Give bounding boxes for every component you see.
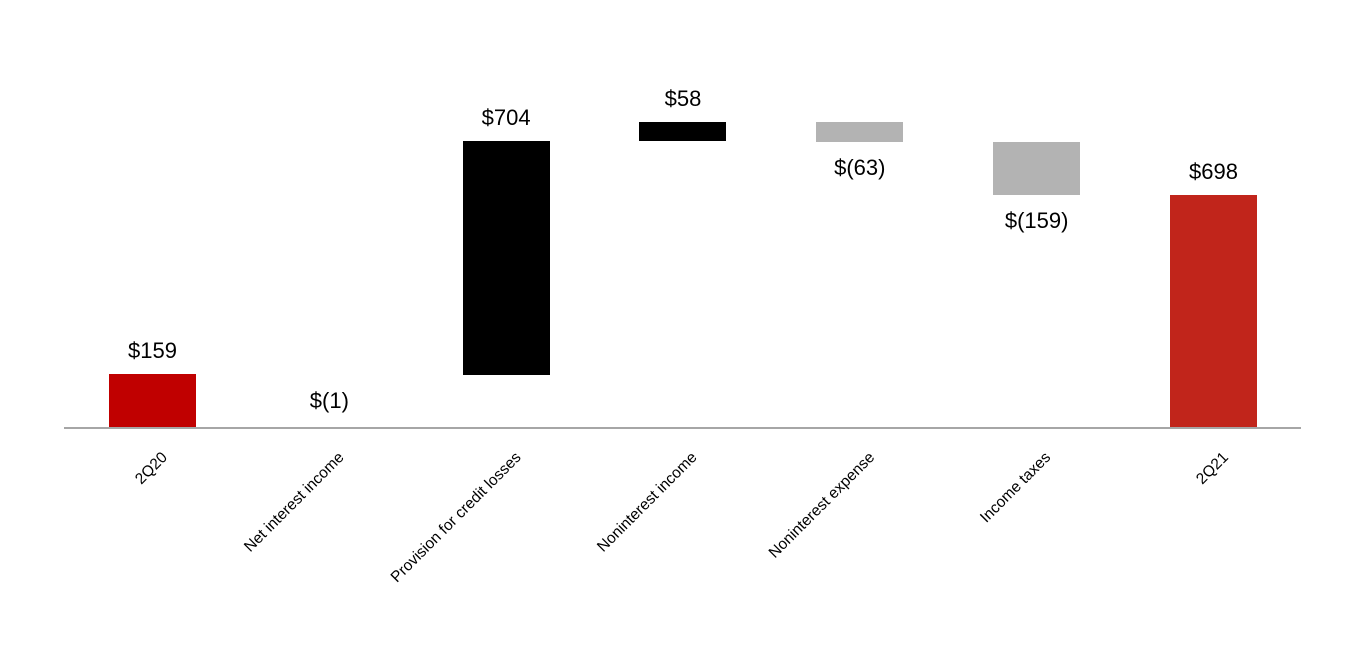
category-label-2q20: 2Q20	[131, 449, 171, 488]
bar-value-label-2q20: $159	[128, 338, 177, 364]
bar-value-label-noninterest-expense: $(63)	[834, 155, 886, 181]
bar-provision-for-credit-losses	[462, 140, 550, 375]
bar-noninterest-expense	[816, 121, 904, 143]
category-label-2q21: 2Q21	[1192, 449, 1232, 488]
bar-2q20	[109, 374, 196, 427]
x-axis-line	[64, 427, 1301, 429]
bar-2q21	[1169, 195, 1257, 427]
bar-value-label-income-taxes: $(159)	[1004, 208, 1069, 234]
bar-value-label-net-interest-income: $(1)	[309, 387, 349, 413]
bar-value-label-provision-for-credit-losses: $704	[481, 104, 531, 130]
bar-noninterest-income	[639, 121, 727, 141]
category-label-noninterest-income: Noninterest income	[594, 449, 702, 556]
bar-value-label-noninterest-income: $58	[664, 85, 702, 111]
bar-income-taxes	[993, 142, 1081, 196]
category-label-noninterest-expense: Noninterest expense	[765, 449, 878, 562]
bar-value-label-2q21: $698	[1188, 159, 1238, 185]
category-label-income-taxes: Income taxes	[977, 449, 1055, 527]
category-label-net-interest-income: Net interest income	[240, 449, 348, 556]
category-label-provision-for-credit-losses: Provision for credit losses	[387, 449, 525, 586]
